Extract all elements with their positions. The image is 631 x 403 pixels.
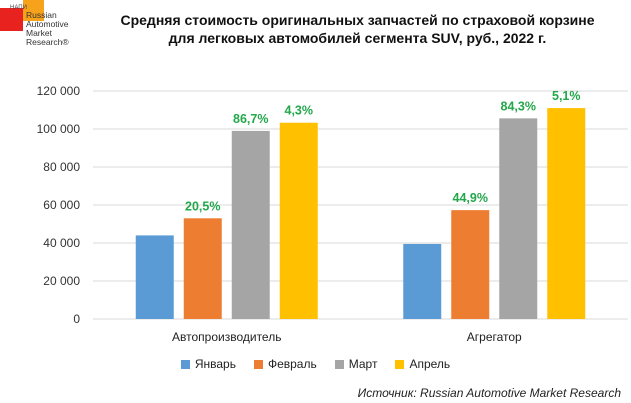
logo-orange-square xyxy=(23,0,44,21)
logo-line: Market xyxy=(26,28,52,38)
logo: НАПИ Russian Automotive Market Research® xyxy=(0,0,110,60)
chart-title-line: для легковых автомобилей сегмента SUV, р… xyxy=(168,30,547,46)
legend-item: Февраль xyxy=(253,357,317,371)
source-note: Источник: Russian Automotive Market Rese… xyxy=(357,386,621,400)
y-tick-label: 120 000 xyxy=(37,84,81,98)
bar xyxy=(547,108,586,319)
data-label: 44,9% xyxy=(453,191,488,205)
logo-line: Automotive xyxy=(26,19,69,29)
chart-title-line: Средняя стоимость оригинальных запчастей… xyxy=(120,12,595,28)
legend: Январь Февраль Март Апрель xyxy=(0,357,631,371)
logo-red-square xyxy=(0,8,23,31)
data-label: 4,3% xyxy=(285,104,314,118)
data-label: 20,5% xyxy=(185,199,220,213)
legend-item: Март xyxy=(334,357,378,371)
logo-line: Research® xyxy=(26,37,69,47)
data-label: 84,3% xyxy=(501,99,536,113)
logo-brand-text: Russian Automotive Market Research® xyxy=(26,11,69,47)
legend-item: Апрель xyxy=(395,357,450,371)
legend-swatch xyxy=(180,359,190,369)
y-tick-label: 40 000 xyxy=(43,236,80,250)
data-label: 5,1% xyxy=(552,89,581,103)
legend-label: Январь xyxy=(194,357,236,371)
data-label: 86,7% xyxy=(233,112,268,126)
logo-small-text: НАПИ xyxy=(10,5,27,11)
y-tick-label: 60 000 xyxy=(43,198,80,212)
logo-line: Russian xyxy=(26,10,57,20)
y-tick-label: 0 xyxy=(73,312,80,326)
y-tick-label: 20 000 xyxy=(43,274,80,288)
bar xyxy=(451,210,490,319)
bar xyxy=(499,118,538,319)
legend-label: Февраль xyxy=(267,357,317,371)
y-tick-label: 80 000 xyxy=(43,160,80,174)
x-category-label: Агрегатор xyxy=(467,330,522,344)
legend-item: Январь xyxy=(180,357,236,371)
bar xyxy=(279,122,318,319)
legend-label: Март xyxy=(348,357,378,371)
bar xyxy=(403,243,442,319)
bar-chart: 0 20 000 40 000 60 000 80 000 100 000 120 000 2… xyxy=(37,84,628,344)
chart-title: Средняя стоимость оригинальных запчастей… xyxy=(95,11,620,47)
bar xyxy=(183,218,222,319)
legend-swatch xyxy=(395,359,405,369)
x-category-label: Автопроизводитель xyxy=(172,330,281,344)
legend-label: Апрель xyxy=(409,357,451,371)
y-tick-label: 100 000 xyxy=(37,122,81,136)
legend-swatch xyxy=(253,359,263,369)
legend-swatch xyxy=(334,359,344,369)
bar xyxy=(135,235,174,319)
bar xyxy=(231,130,270,319)
